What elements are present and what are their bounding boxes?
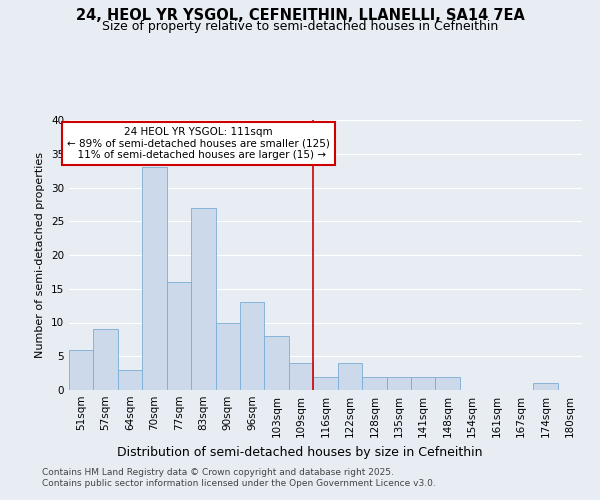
Bar <box>118 370 142 390</box>
Text: Distribution of semi-detached houses by size in Cefneithin: Distribution of semi-detached houses by … <box>117 446 483 459</box>
Bar <box>265 336 289 390</box>
Bar <box>362 376 386 390</box>
Text: 24, HEOL YR YSGOL, CEFNEITHIN, LLANELLI, SA14 7EA: 24, HEOL YR YSGOL, CEFNEITHIN, LLANELLI,… <box>76 8 524 22</box>
Bar <box>411 376 436 390</box>
Bar <box>69 350 94 390</box>
Text: 24 HEOL YR YSGOL: 111sqm
← 89% of semi-detached houses are smaller (125)
  11% o: 24 HEOL YR YSGOL: 111sqm ← 89% of semi-d… <box>67 126 330 160</box>
Bar <box>289 363 313 390</box>
Bar <box>167 282 191 390</box>
Bar <box>436 376 460 390</box>
Y-axis label: Number of semi-detached properties: Number of semi-detached properties <box>35 152 46 358</box>
Bar <box>338 363 362 390</box>
Bar <box>215 322 240 390</box>
Bar <box>240 302 265 390</box>
Bar <box>386 376 411 390</box>
Bar <box>191 208 215 390</box>
Bar <box>142 167 167 390</box>
Text: Size of property relative to semi-detached houses in Cefneithin: Size of property relative to semi-detach… <box>102 20 498 33</box>
Text: Contains HM Land Registry data © Crown copyright and database right 2025.
Contai: Contains HM Land Registry data © Crown c… <box>42 468 436 487</box>
Bar <box>533 383 557 390</box>
Bar <box>313 376 338 390</box>
Bar <box>94 329 118 390</box>
